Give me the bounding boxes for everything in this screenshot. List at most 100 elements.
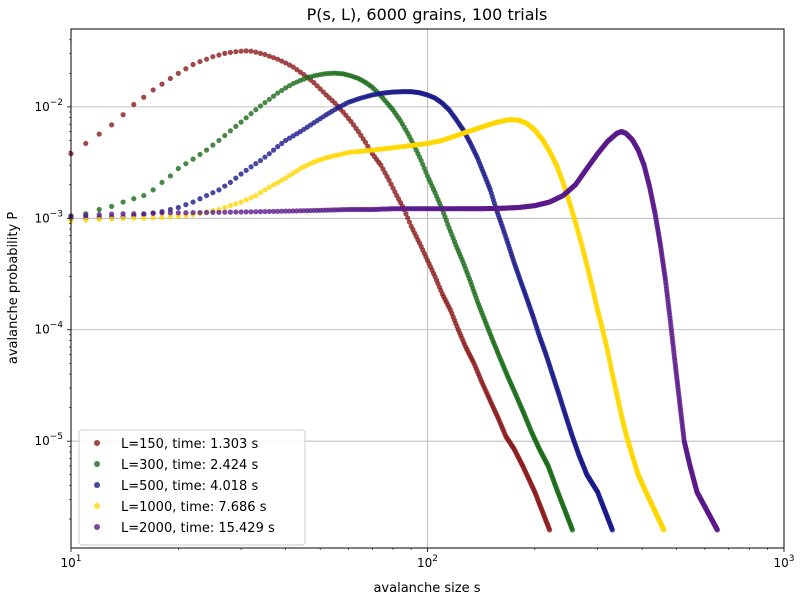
data-point bbox=[222, 183, 228, 189]
x-tick-label: 103 bbox=[773, 554, 794, 570]
data-point bbox=[257, 157, 264, 164]
data-point bbox=[714, 527, 720, 533]
data-point bbox=[120, 211, 126, 217]
data-point bbox=[238, 171, 244, 177]
data-point bbox=[216, 137, 222, 144]
data-point bbox=[243, 197, 249, 203]
data-point bbox=[216, 187, 222, 193]
data-point bbox=[175, 70, 181, 76]
data-point bbox=[150, 210, 156, 216]
data-point bbox=[175, 213, 181, 220]
data-point bbox=[210, 54, 216, 60]
data-point bbox=[141, 94, 147, 100]
data-point bbox=[96, 216, 102, 222]
data-point bbox=[183, 210, 189, 216]
data-point bbox=[190, 199, 196, 205]
data-point bbox=[266, 96, 272, 102]
data-point bbox=[390, 185, 396, 191]
data-point bbox=[248, 195, 254, 201]
data-point bbox=[150, 215, 156, 221]
data-point bbox=[279, 58, 285, 64]
data-point bbox=[279, 87, 285, 94]
data-point bbox=[159, 214, 165, 220]
data-point bbox=[120, 112, 126, 118]
legend-marker bbox=[94, 461, 100, 467]
x-tick-label: 102 bbox=[417, 554, 438, 570]
data-point bbox=[96, 211, 102, 218]
legend: L=150, time: 1.303 s L=300, time: 2.424 s… bbox=[78, 429, 306, 546]
data-point bbox=[203, 209, 210, 216]
y-tick-label: 10−5 bbox=[34, 432, 63, 448]
legend-entry-label: L=2000, time: 15.429 s bbox=[121, 521, 275, 536]
y-tick-label: 10−4 bbox=[34, 321, 63, 337]
series-1 bbox=[68, 70, 576, 533]
data-point bbox=[197, 209, 203, 216]
data-point bbox=[83, 217, 89, 223]
data-point bbox=[266, 151, 272, 157]
data-point bbox=[283, 208, 289, 214]
data-point bbox=[248, 164, 254, 170]
data-point bbox=[257, 209, 264, 215]
data-point bbox=[253, 161, 259, 167]
data-point bbox=[109, 203, 115, 209]
data-point bbox=[175, 210, 181, 216]
data-point bbox=[190, 61, 196, 68]
data-point bbox=[175, 204, 181, 211]
data-point bbox=[283, 175, 289, 181]
data-point bbox=[248, 209, 254, 215]
data-point bbox=[248, 48, 254, 54]
data-point bbox=[257, 190, 264, 196]
data-point bbox=[222, 50, 228, 57]
data-point bbox=[257, 50, 264, 57]
data-point bbox=[131, 101, 137, 108]
data-point bbox=[403, 211, 409, 217]
data-point bbox=[222, 204, 228, 211]
data-point bbox=[418, 157, 424, 164]
data-point bbox=[406, 219, 413, 225]
data-point bbox=[197, 58, 203, 65]
data-point bbox=[661, 527, 667, 533]
data-point bbox=[227, 49, 234, 56]
data-point bbox=[175, 165, 181, 172]
data-point bbox=[233, 209, 239, 215]
data-point bbox=[210, 142, 216, 148]
data-point bbox=[233, 123, 239, 129]
data-point bbox=[203, 147, 210, 153]
data-point bbox=[109, 216, 115, 222]
data-point bbox=[262, 208, 268, 215]
data-point bbox=[290, 208, 296, 214]
legend-entry-label: L=300, time: 2.424 s bbox=[121, 458, 258, 473]
data-point bbox=[275, 144, 281, 150]
data-point bbox=[167, 75, 173, 82]
data-point bbox=[183, 66, 189, 72]
data-point bbox=[270, 55, 277, 61]
data-point bbox=[141, 192, 147, 199]
data-point bbox=[159, 179, 165, 186]
data-point bbox=[109, 122, 115, 128]
data-point bbox=[222, 132, 228, 139]
data-point bbox=[286, 208, 293, 214]
data-point bbox=[362, 139, 369, 146]
data-point bbox=[131, 196, 137, 202]
x-tick-label: 101 bbox=[60, 554, 81, 570]
data-point bbox=[83, 140, 89, 147]
data-point bbox=[279, 177, 285, 183]
data-point bbox=[190, 156, 196, 162]
data-point bbox=[253, 209, 259, 215]
data-point bbox=[150, 187, 156, 193]
legend-marker bbox=[94, 440, 100, 446]
data-point bbox=[270, 93, 277, 99]
data-point bbox=[270, 147, 277, 153]
data-point bbox=[210, 190, 216, 196]
data-point bbox=[216, 209, 222, 215]
data-point bbox=[283, 60, 289, 66]
data-point bbox=[378, 162, 384, 168]
data-point bbox=[227, 203, 234, 209]
data-point bbox=[270, 182, 277, 188]
axis-ticks: 101 102 103 10−5 10−4 10−3 10−2 bbox=[34, 39, 795, 570]
series-4 bbox=[68, 129, 720, 533]
data-point bbox=[167, 173, 173, 179]
data-point bbox=[243, 115, 249, 121]
data-point bbox=[253, 107, 259, 113]
data-point bbox=[262, 154, 268, 160]
